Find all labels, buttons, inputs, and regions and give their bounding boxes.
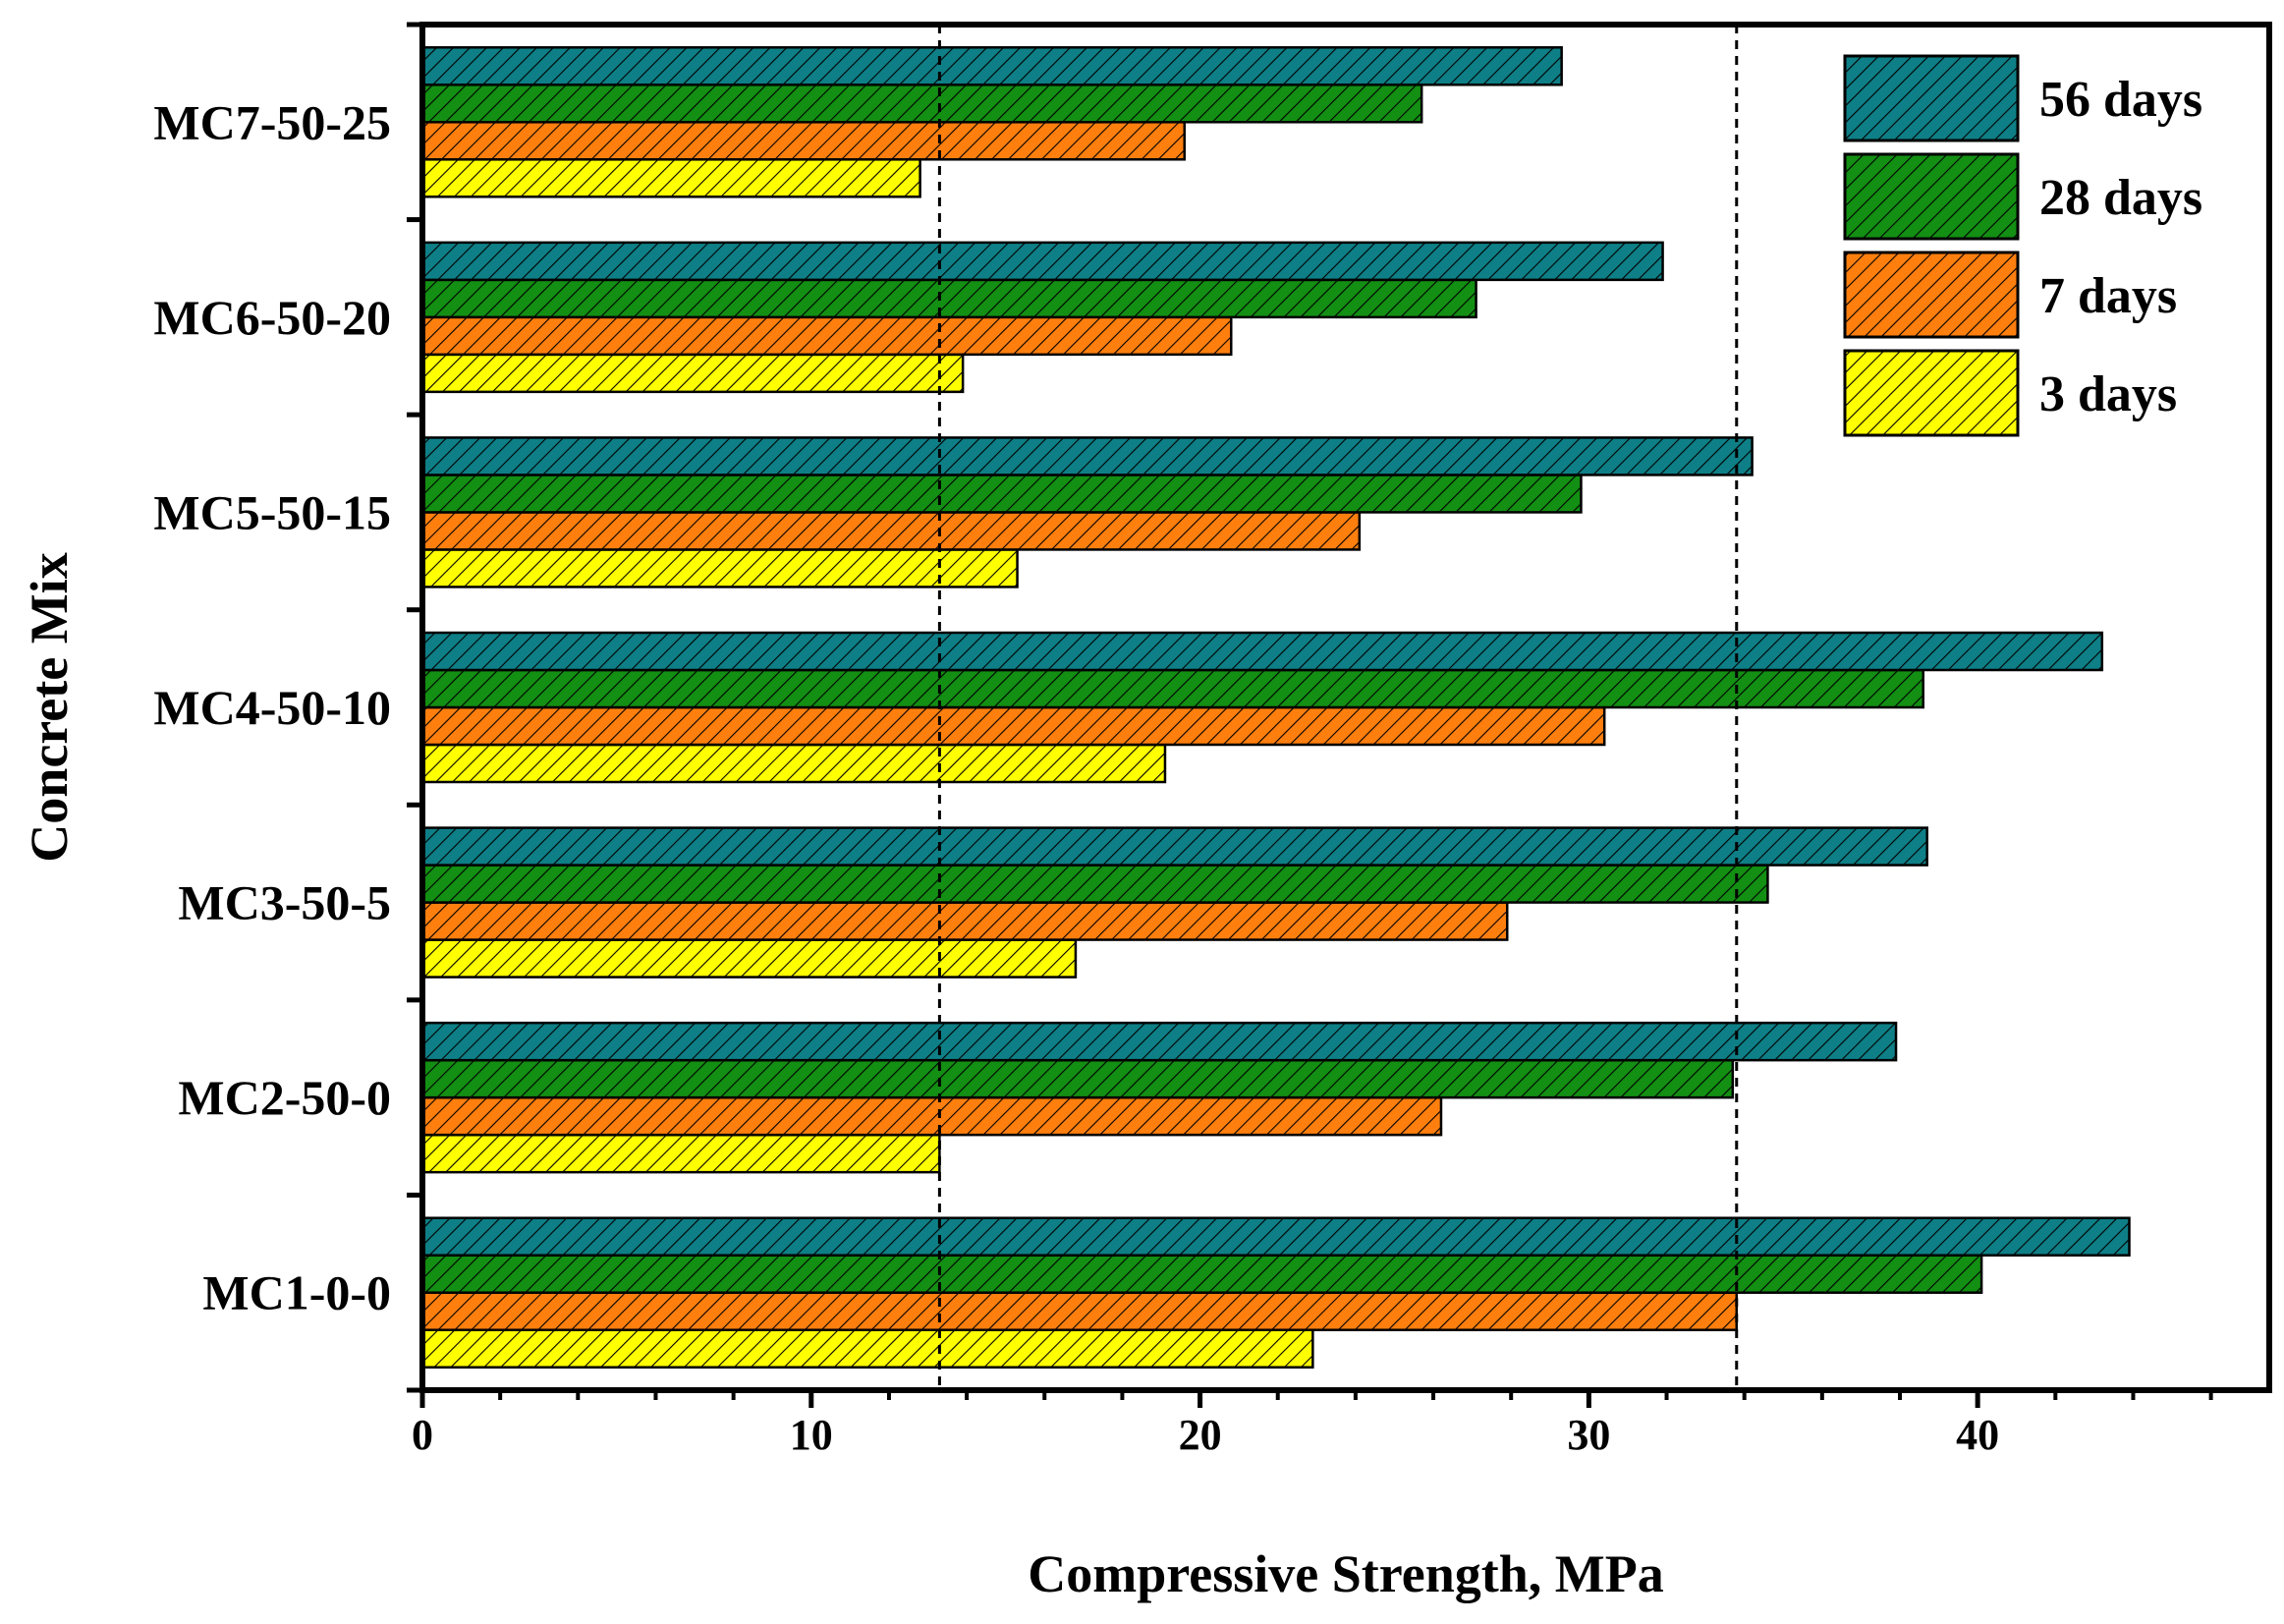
bar-outline — [420, 474, 1583, 514]
bar-outline — [420, 1328, 1314, 1369]
bar-outline — [420, 1133, 941, 1174]
category-label: MC3-50-5 — [178, 875, 391, 930]
x-tick-label: 20 — [1179, 1411, 1222, 1459]
x-axis-title: Compressive Strength, MPa — [1028, 1544, 1663, 1603]
bar-mc2-50-0-7-days — [420, 1095, 1443, 1137]
bar-mc6-50-20-56-days — [420, 241, 1664, 282]
bar-mc3-50-5-3-days — [420, 938, 1078, 979]
bar-outline — [420, 278, 1477, 319]
legend-item-28-days: 28 days — [1843, 152, 2202, 241]
bar-mc1-0-0-7-days — [420, 1291, 1739, 1331]
bar-outline — [420, 1095, 1443, 1137]
bar-outline — [420, 241, 1664, 282]
bars-layer — [420, 46, 2131, 1369]
bar-mc7-50-25-7-days — [420, 121, 1186, 161]
legend-swatch — [1843, 152, 2020, 241]
bar-mc6-50-20-3-days — [420, 353, 965, 394]
bar-outline — [420, 1058, 1735, 1099]
bar-outline — [420, 1254, 1983, 1294]
axis-ticks — [407, 22, 2213, 1408]
bar-outline — [420, 548, 1019, 588]
bar-outline — [420, 158, 921, 198]
x-tick-labels: 0 10 20 30 40 — [412, 1411, 1999, 1459]
legend: 56 days 28 days 7 days 3 days — [1843, 54, 2202, 437]
x-tick-label: 10 — [790, 1411, 833, 1459]
bar-outline — [420, 1291, 1739, 1331]
bar-mc6-50-20-28-days — [420, 278, 1477, 319]
legend-label: 28 days — [2039, 170, 2202, 226]
bar-mc5-50-15-28-days — [420, 474, 1583, 514]
bar-mc5-50-15-56-days — [420, 436, 1754, 476]
bar-outline — [420, 1021, 1898, 1062]
bar-mc7-50-25-3-days — [420, 158, 921, 198]
bar-mc4-50-10-3-days — [420, 743, 1167, 784]
bar-mc4-50-10-7-days — [420, 705, 1606, 747]
bar-mc1-0-0-56-days — [420, 1216, 2131, 1257]
bar-mc2-50-0-28-days — [420, 1058, 1735, 1099]
bar-mc4-50-10-28-days — [420, 668, 1924, 709]
bar-mc3-50-5-56-days — [420, 826, 1928, 867]
bar-outline — [420, 631, 2104, 672]
category-label: MC7-50-25 — [153, 94, 391, 149]
bar-outline — [420, 743, 1167, 784]
legend-label: 56 days — [2039, 72, 2202, 128]
bar-outline — [420, 121, 1186, 161]
x-tick-label: 40 — [1956, 1411, 1999, 1459]
bar-outline — [420, 864, 1769, 904]
bar-outline — [420, 705, 1606, 747]
category-label: MC5-50-15 — [153, 484, 391, 539]
category-label: MC6-50-20 — [153, 290, 391, 345]
bar-outline — [420, 511, 1362, 551]
bar-outline — [420, 901, 1509, 941]
category-labels: MC1-0-0 MC2-50-0 MC3-50-5 MC4-50-10 MC5-50-1… — [153, 94, 391, 1319]
bar-mc5-50-15-3-days — [420, 548, 1019, 588]
plot-frame — [419, 22, 2272, 1393]
bar-mc1-0-0-28-days — [420, 1254, 1983, 1294]
y-axis-title: Concrete Mix — [20, 552, 79, 862]
bar-mc7-50-25-56-days — [420, 46, 1563, 86]
legend-item-3-days: 3 days — [1843, 349, 2177, 437]
bar-outline — [420, 353, 965, 394]
bar-outline — [420, 826, 1928, 867]
bar-outline — [420, 84, 1423, 124]
bar-mc6-50-20-7-days — [420, 315, 1233, 357]
x-tick-label: 30 — [1567, 1411, 1610, 1459]
legend-item-7-days: 7 days — [1843, 251, 2177, 339]
bar-mc4-50-10-56-days — [420, 631, 2104, 672]
legend-swatch — [1843, 251, 2020, 339]
bar-mc2-50-0-3-days — [420, 1133, 941, 1174]
bar-mc7-50-25-28-days — [420, 84, 1423, 124]
bar-outline — [420, 668, 1924, 709]
legend-swatch — [1843, 349, 2020, 437]
bar-mc3-50-5-7-days — [420, 901, 1509, 941]
bar-outline — [420, 46, 1563, 86]
category-label: MC2-50-0 — [178, 1070, 391, 1125]
bar-mc3-50-5-28-days — [420, 864, 1769, 904]
bar-outline — [420, 1216, 2131, 1257]
reference-lines — [937, 25, 1739, 1390]
x-tick-label: 0 — [412, 1411, 433, 1459]
category-label: MC4-50-10 — [153, 680, 391, 735]
bar-outline — [420, 436, 1754, 476]
bar-mc5-50-15-7-days — [420, 511, 1362, 551]
legend-item-56-days: 56 days — [1843, 54, 2202, 142]
legend-swatch — [1843, 54, 2020, 142]
bar-mc2-50-0-56-days — [420, 1021, 1898, 1062]
category-label: MC1-0-0 — [202, 1265, 391, 1320]
bar-outline — [420, 315, 1233, 357]
legend-label: 7 days — [2039, 268, 2177, 324]
bar-mc1-0-0-3-days — [420, 1328, 1314, 1369]
bar-outline — [420, 938, 1078, 979]
legend-label: 3 days — [2039, 366, 2177, 422]
